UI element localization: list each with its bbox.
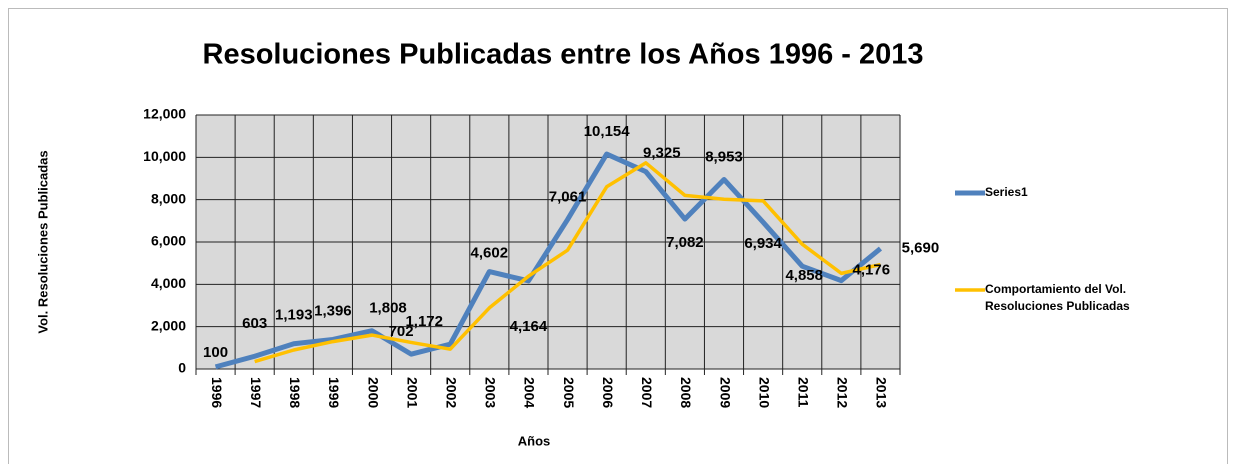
x-tick-label: 2001	[404, 377, 420, 408]
data-label: 4,176	[853, 262, 891, 279]
data-label: 8,953	[705, 148, 743, 165]
x-tick-label: 1999	[326, 377, 342, 408]
x-tick-label: 2010	[756, 377, 772, 408]
y-tick-label: 6,000	[151, 233, 186, 249]
data-label: 10,154	[584, 123, 631, 140]
chart-title: Resoluciones Publicadas entre los Años 1…	[203, 39, 924, 71]
chart-frame	[8, 8, 1228, 464]
x-tick-label: 1997	[248, 377, 264, 408]
x-tick-label: 2007	[639, 377, 655, 408]
data-label: 7,082	[666, 234, 704, 251]
data-label: 4,164	[510, 318, 548, 335]
y-tick-label: 10,000	[143, 148, 186, 164]
x-tick-label: 2005	[561, 377, 577, 408]
y-tick-label: 12,000	[143, 106, 186, 122]
data-label: 6,934	[744, 235, 782, 252]
x-tick-label: 2003	[483, 377, 499, 408]
data-label: 702	[389, 323, 414, 340]
y-axis-title: Vol. Resoluciones Publicadas	[35, 150, 50, 333]
x-tick-label: 1998	[287, 377, 303, 408]
data-label: 4,602	[471, 245, 509, 262]
x-tick-label: 2004	[522, 377, 538, 408]
x-tick-label: 2002	[444, 377, 460, 408]
series-line	[254, 161, 881, 364]
data-label: 5,690	[902, 240, 940, 257]
series-line	[214, 151, 883, 370]
data-label: 1,172	[405, 313, 443, 330]
data-label: 1,396	[314, 302, 352, 319]
x-axis-title: Años	[518, 433, 551, 448]
y-tick-label: 4,000	[151, 275, 186, 291]
x-tick-label: 2011	[796, 377, 812, 408]
data-label: 100	[203, 344, 228, 361]
x-tick-label: 2013	[874, 377, 890, 408]
y-tick-label: 0	[178, 360, 186, 376]
x-tick-label: 2006	[600, 377, 616, 408]
data-label: 1,193	[275, 307, 313, 324]
data-label: 4,858	[785, 267, 823, 284]
data-label: 603	[242, 315, 267, 332]
y-tick-label: 8,000	[151, 190, 186, 206]
x-tick-label: 2009	[717, 377, 733, 408]
x-tick-label: 2000	[365, 377, 381, 408]
x-tick-label: 1996	[209, 377, 225, 408]
x-tick-label: 2012	[835, 377, 851, 408]
data-label: 7,061	[549, 189, 587, 206]
legend-label: Series1	[985, 185, 1028, 199]
data-label: 9,325	[643, 145, 681, 162]
x-tick-label: 2008	[678, 377, 694, 408]
y-tick-label: 2,000	[151, 317, 186, 333]
data-label: 1,808	[369, 300, 407, 317]
legend-label: Comportamiento del Vol. Resoluciones Pub…	[985, 282, 1130, 313]
